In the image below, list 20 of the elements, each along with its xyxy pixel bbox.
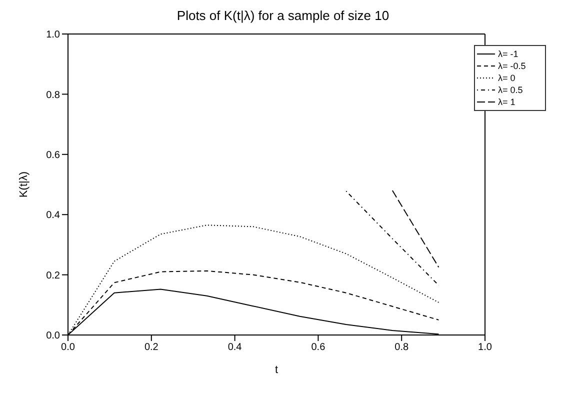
y-tick-label: 0.2 xyxy=(46,270,60,282)
legend-label: λ= 0.5 xyxy=(498,84,523,96)
y-tick-label: 0.0 xyxy=(46,330,60,342)
legend-label: λ= -1 xyxy=(498,48,518,60)
x-tick-label: 0.6 xyxy=(311,342,326,354)
y-tick-label: 0.4 xyxy=(46,210,60,222)
y-tick-label: 0.8 xyxy=(46,90,60,101)
legend-label: λ= -0.5 xyxy=(498,60,526,72)
legend-label: λ= 0 xyxy=(498,72,516,84)
x-tick-label: 0.2 xyxy=(144,342,159,354)
chart-title: Plots of K(t|λ) for a sample of size 10 xyxy=(176,8,390,23)
y-axis-title: K(t|λ) xyxy=(18,171,30,198)
x-axis-title: t xyxy=(274,364,278,376)
y-tick-label: 1.0 xyxy=(46,30,60,41)
x-tick-label: 0.8 xyxy=(394,342,409,354)
x-tick-label: 0.0 xyxy=(61,342,76,354)
x-tick-label: 0.4 xyxy=(228,342,242,354)
x-tick-label: 1.0 xyxy=(478,342,492,354)
legend-label: λ= 1 xyxy=(498,96,516,108)
y-tick-label: 0.6 xyxy=(46,150,60,161)
